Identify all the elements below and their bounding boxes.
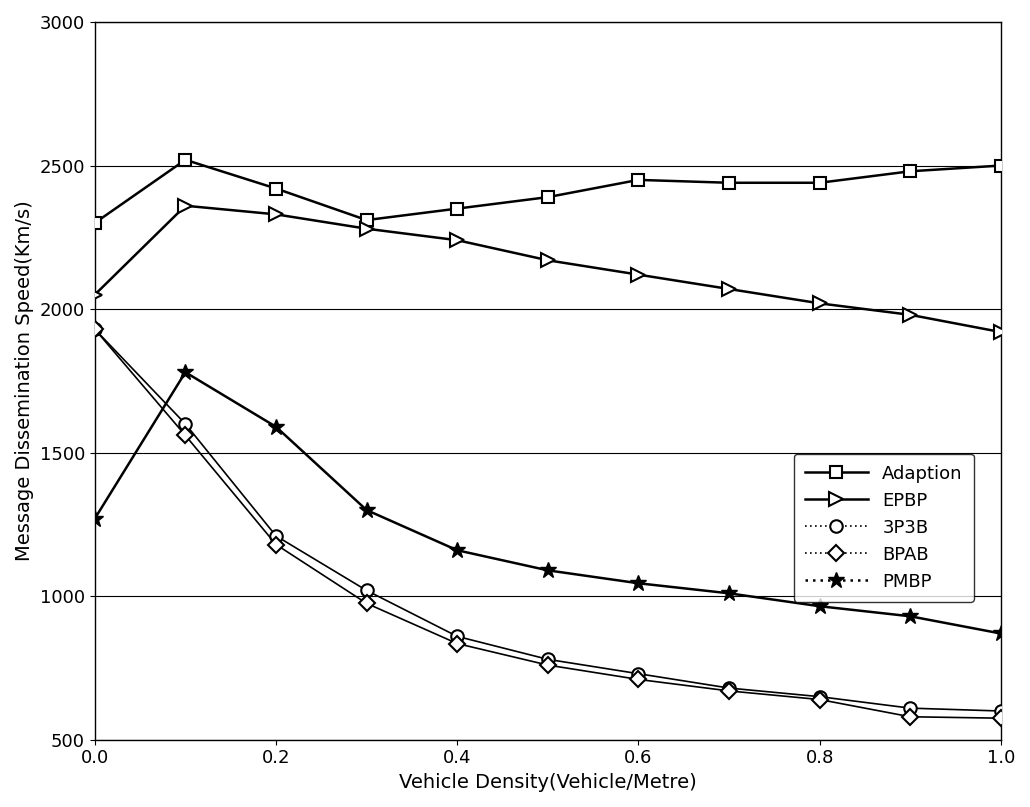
PMBP	[632, 579, 645, 588]
3P3B	[904, 703, 917, 713]
PMBP	[814, 601, 826, 611]
Adaption	[995, 161, 1007, 170]
Line: BPAB: BPAB	[90, 324, 1006, 724]
EPBP	[89, 290, 101, 299]
Line: PMBP: PMBP	[87, 364, 1009, 642]
Adaption	[89, 218, 101, 228]
3P3B	[360, 586, 373, 596]
Line: 3P3B: 3P3B	[89, 323, 1007, 717]
PMBP	[723, 588, 735, 598]
BPAB	[723, 686, 735, 696]
BPAB	[360, 599, 373, 608]
Line: Adaption: Adaption	[89, 153, 1007, 229]
BPAB	[270, 540, 282, 550]
Adaption	[723, 178, 735, 187]
BPAB	[904, 712, 917, 721]
BPAB	[814, 695, 826, 705]
Adaption	[451, 203, 464, 213]
BPAB	[179, 431, 192, 441]
PMBP	[360, 505, 373, 515]
EPBP	[723, 284, 735, 294]
Adaption	[904, 166, 917, 176]
3P3B	[995, 706, 1007, 716]
Adaption	[542, 192, 554, 202]
Line: EPBP: EPBP	[88, 199, 1007, 339]
EPBP	[814, 299, 826, 308]
PMBP	[451, 546, 464, 555]
EPBP	[451, 236, 464, 245]
3P3B	[89, 324, 101, 334]
EPBP	[360, 224, 373, 233]
EPBP	[995, 327, 1007, 337]
3P3B	[632, 669, 645, 679]
BPAB	[89, 324, 101, 334]
3P3B	[814, 692, 826, 701]
PMBP	[89, 514, 101, 524]
PMBP	[904, 612, 917, 621]
BPAB	[632, 675, 645, 684]
Adaption	[270, 184, 282, 194]
3P3B	[179, 419, 192, 429]
3P3B	[451, 632, 464, 642]
BPAB	[451, 638, 464, 648]
EPBP	[270, 210, 282, 220]
PMBP	[542, 566, 554, 575]
BPAB	[995, 713, 1007, 723]
Adaption	[360, 215, 373, 225]
Y-axis label: Message Dissemination Speed(Km/s): Message Dissemination Speed(Km/s)	[15, 200, 34, 561]
Adaption	[814, 178, 826, 187]
EPBP	[632, 270, 645, 279]
Legend: Adaption, EPBP, 3P3B, BPAB, PMBP: Adaption, EPBP, 3P3B, BPAB, PMBP	[794, 454, 973, 601]
EPBP	[904, 310, 917, 320]
PMBP	[270, 422, 282, 432]
EPBP	[179, 201, 192, 211]
PMBP	[179, 367, 192, 377]
BPAB	[542, 660, 554, 670]
Adaption	[179, 155, 192, 165]
3P3B	[723, 684, 735, 693]
3P3B	[542, 654, 554, 664]
X-axis label: Vehicle Density(Vehicle/Metre): Vehicle Density(Vehicle/Metre)	[399, 773, 696, 792]
3P3B	[270, 531, 282, 541]
PMBP	[995, 629, 1007, 638]
Adaption	[632, 175, 645, 185]
EPBP	[542, 256, 554, 266]
